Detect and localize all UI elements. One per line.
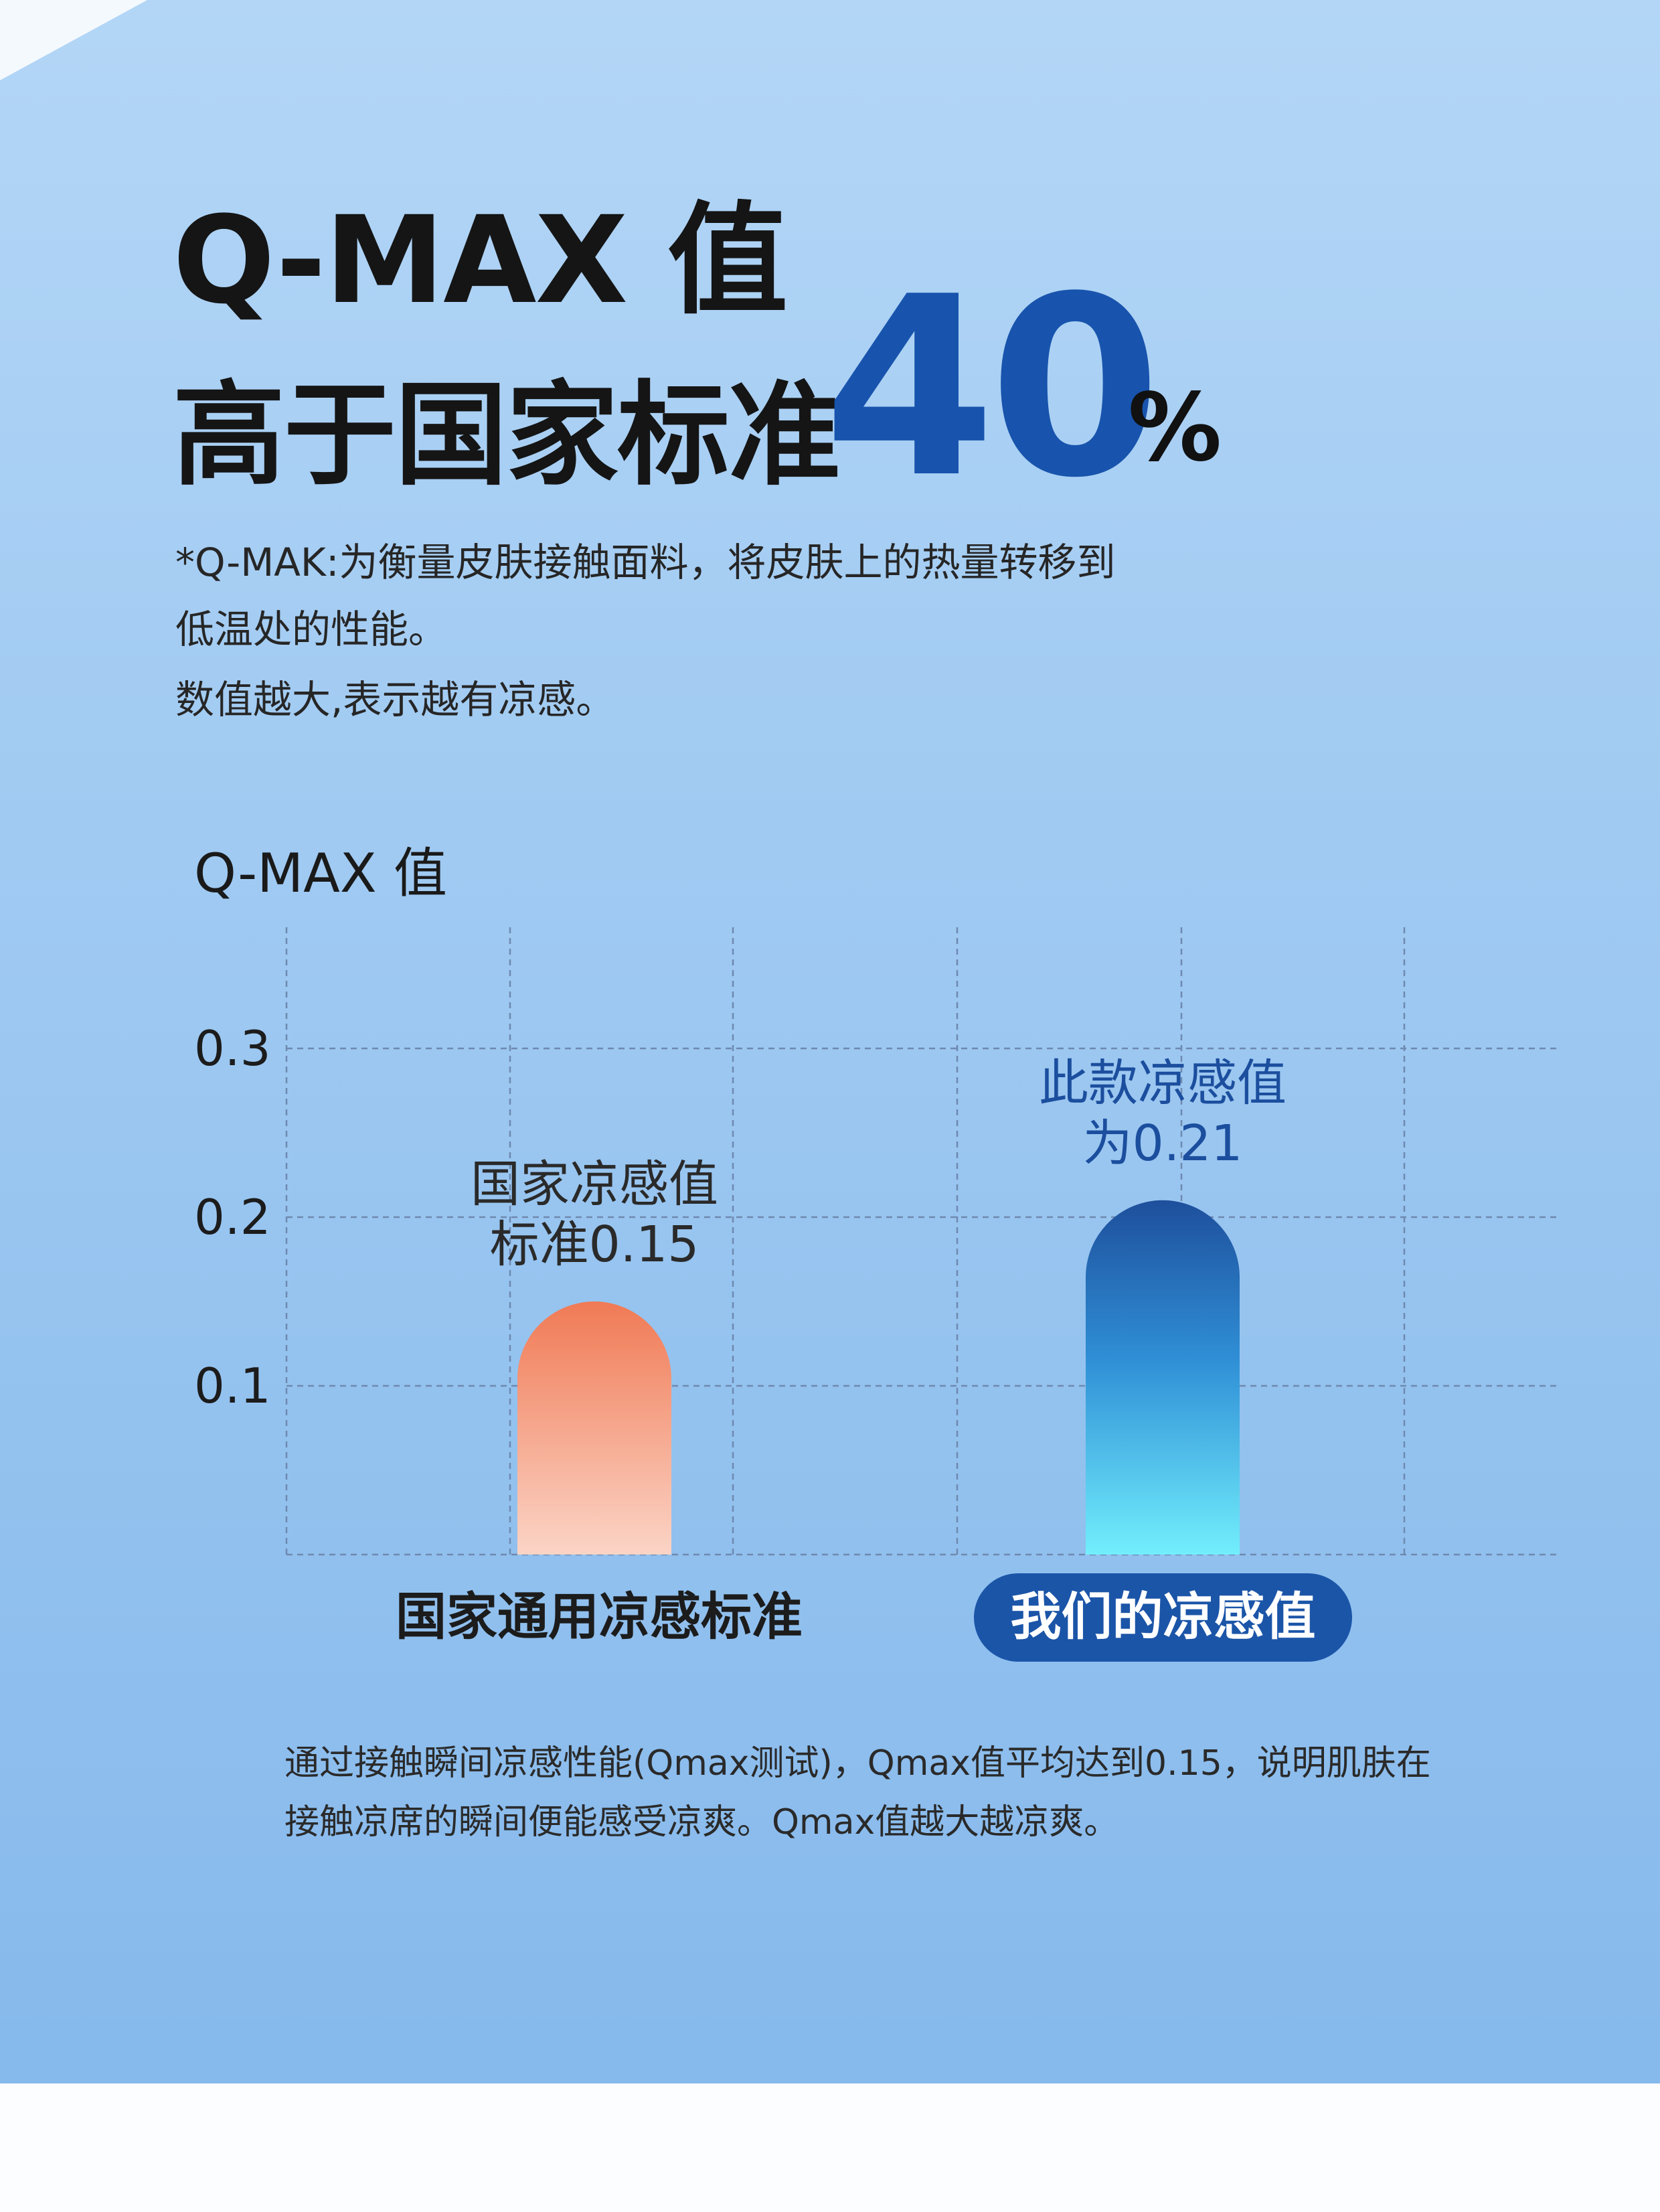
infographic-panel: Q-MAX 值 高于国家标准 40 % *Q-MAK:为衡量皮肤接触面料，将皮肤… [0,0,1660,2083]
category-label-standard: 国家通用凉感标准 [396,1587,803,1646]
bar-national-standard [517,1301,671,1555]
y-tick-label: 0.2 [194,1189,271,1245]
highlight-percent: % [1128,374,1222,483]
bar-annotation-line1: 此款凉感值 [1039,1054,1286,1112]
bar-annotation-line2: 为0.21 [1083,1115,1243,1172]
highlight-number: 40 [823,244,1161,532]
bar-annotation-line2: 标准0.15 [490,1216,699,1273]
bar-annotation-line1: 国家凉感值 [471,1156,718,1213]
y-tick-label: 0.1 [194,1358,271,1414]
bottom-strip [0,2083,1660,2212]
bar-our-product [1086,1200,1240,1555]
corner-decoration [0,0,147,80]
definition-note-line2: 低温处的性能。 [175,607,448,652]
category-label-ours: 我们的凉感值 [1010,1587,1316,1646]
y-tick-label: 0.3 [194,1020,271,1077]
y-axis-title: Q-MAX 值 [194,842,447,904]
chart-grid [285,927,1560,1556]
definition-note-line3: 数值越大,表示越有凉感。 [175,677,615,722]
headline-line1: Q-MAX 值 [173,191,788,331]
explanation-line1: 通过接触瞬间凉感性能(Qmax测试)，Qmax值平均达到0.15，说明肌肤在 [284,1743,1431,1784]
explanation-line2: 接触凉席的瞬间便能感受凉爽。Qmax值越大越凉爽。 [284,1802,1119,1842]
category-pill-background [974,1573,1352,1662]
chart-bars [517,1200,1240,1555]
definition-note-line1: *Q-MAK:为衡量皮肤接触面料，将皮肤上的热量转移到 [175,540,1116,585]
headline-line2: 高于国家标准 [173,370,841,501]
